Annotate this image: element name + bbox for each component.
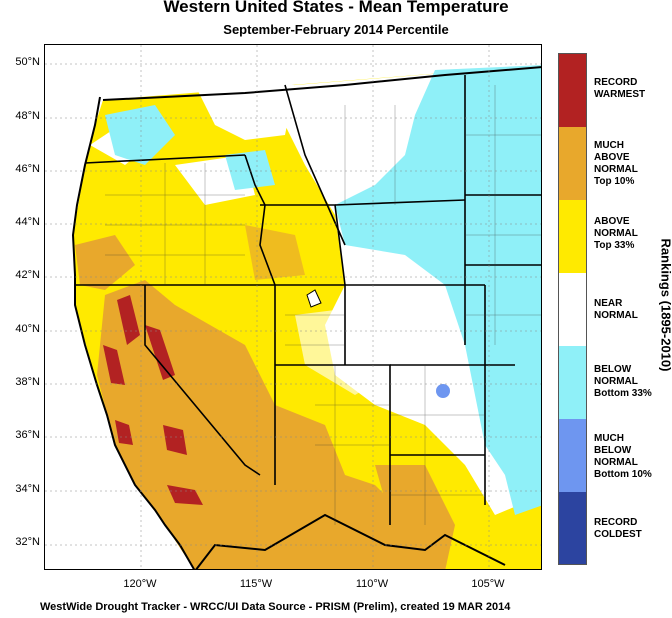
lat-label: 44°N — [15, 216, 40, 228]
lat-label: 38°N — [15, 376, 40, 388]
graticule — [45, 45, 541, 569]
map-subtitle: September-February 2014 Percentile — [223, 22, 449, 37]
lat-label: 42°N — [15, 269, 40, 281]
legend-swatch-much-below — [559, 419, 586, 492]
legend-label-record-coldest: RECORD COLDEST — [594, 517, 642, 540]
lon-label: 115°W — [239, 578, 273, 590]
lat-label: 40°N — [15, 323, 40, 335]
legend-swatch-near-normal — [559, 273, 586, 346]
legend-swatch-much-above — [559, 127, 586, 200]
lat-label: 50°N — [15, 56, 40, 68]
lat-label: 34°N — [15, 483, 40, 495]
lon-label: 110°W — [355, 578, 389, 590]
region-below-normal — [335, 65, 541, 515]
great-salt-lake — [306, 289, 322, 308]
legend-label-near-normal: NEAR NORMAL — [594, 298, 638, 321]
temperature-map — [45, 45, 541, 569]
legend-label-record-warmest: RECORD WARMEST — [594, 77, 646, 100]
lat-label: 46°N — [15, 163, 40, 175]
legend-label-much-below: MUCH BELOW NORMAL Bottom 10% — [594, 433, 652, 480]
lon-label: 120°W — [123, 578, 157, 590]
legend-swatch-record-warmest — [559, 54, 586, 127]
map-area — [44, 44, 542, 570]
legend-title: Rankings (1895-2010) — [658, 238, 672, 372]
legend-swatch-record-coldest — [559, 492, 586, 564]
footer-credit: WestWide Drought Tracker - WRCC/UI Data … — [40, 601, 511, 613]
coastline — [71, 96, 196, 569]
legend-swatch-below — [559, 346, 586, 419]
canada-border — [102, 66, 541, 101]
lat-label: 48°N — [15, 110, 40, 122]
legend-colorbar — [558, 53, 587, 565]
legend-label-above: ABOVE NORMAL Top 33% — [594, 216, 638, 251]
lat-label: 36°N — [15, 429, 40, 441]
legend-label-below: BELOW NORMAL Bottom 33% — [594, 364, 652, 399]
lon-label: 105°W — [471, 578, 505, 590]
region-much-below-normal — [436, 384, 450, 398]
lat-label: 32°N — [15, 536, 40, 548]
region-record-warmest — [117, 295, 140, 345]
legend-swatch-above — [559, 200, 586, 273]
legend-label-much-above: MUCH ABOVE NORMAL Top 10% — [594, 140, 638, 187]
state-borders — [75, 75, 541, 525]
map-title: Western United States - Mean Temperature — [163, 0, 509, 16]
